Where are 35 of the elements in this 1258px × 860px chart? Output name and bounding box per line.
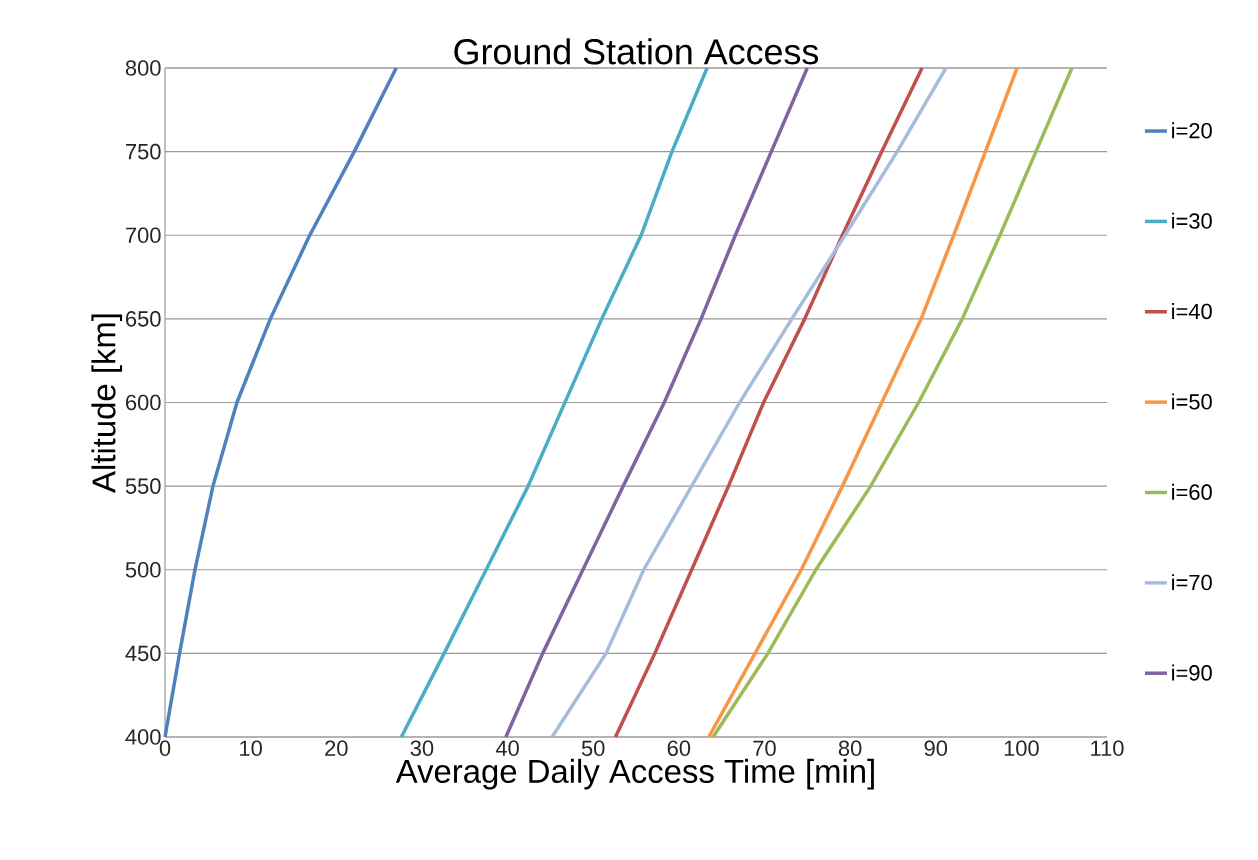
y-tick-label: 550 [125,478,161,494]
legend-label: i=40 [1172,303,1212,320]
x-tick-label: 70 [753,740,776,757]
legend-label: i=70 [1172,574,1212,591]
legend-label: i=30 [1172,212,1212,229]
y-tick-label: 500 [125,561,161,578]
chart-title: Ground Station Access [454,38,819,65]
line-series [550,66,948,739]
line-series [711,66,1074,739]
x-tick-label: 0 [159,740,171,757]
legend-label: i=50 [1172,393,1212,410]
legend-label: i=60 [1172,483,1212,500]
x-tick-label: 60 [667,740,691,757]
y-tick-label: 450 [125,645,161,662]
legend-label: i=90 [1172,664,1212,681]
x-tick-label: 90 [924,740,948,757]
y-tick-label: 400 [125,729,161,745]
x-tick-label: 50 [581,740,605,757]
x-tick-label: 40 [495,740,519,757]
line-series [504,66,810,739]
y-tick-label: 650 [126,311,161,327]
y-tick-label: 700 [126,227,161,244]
x-tick-label: 110 [1091,740,1124,757]
y-tick-label: 800 [125,60,161,76]
x-axis-title: Average Daily Access Time [min] [395,758,874,790]
line-series [613,66,924,739]
y-axis-title: Altitude [km] [91,314,123,493]
x-tick-label: 100 [1004,740,1039,757]
x-tick-label: 10 [240,740,262,757]
y-tick-label: 600 [126,394,161,411]
x-tick-label: 80 [838,740,862,757]
legend-label: i=20 [1172,122,1212,139]
x-tick-label: 30 [410,740,434,757]
y-tick-label: 750 [126,143,161,160]
x-tick-label: 20 [325,740,348,757]
